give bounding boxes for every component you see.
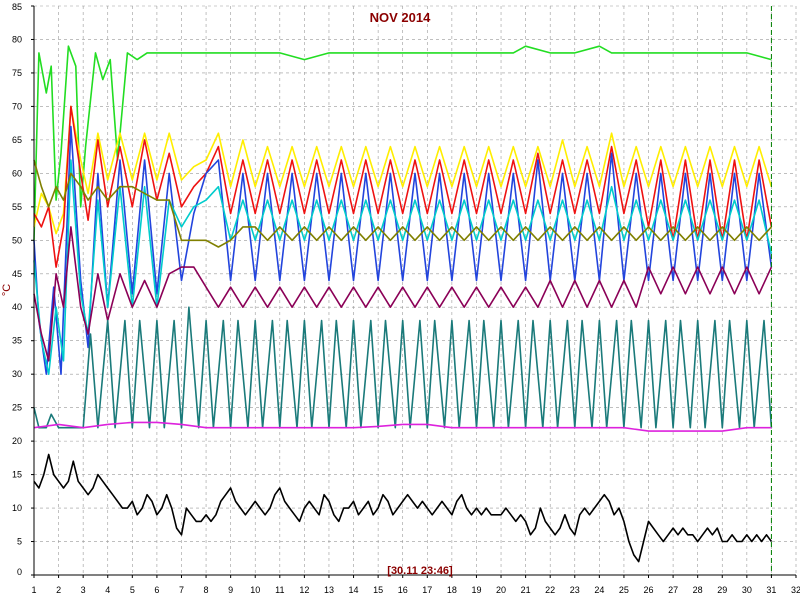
y-tick-label: 15	[12, 470, 22, 480]
series-line-9	[33, 453, 773, 563]
x-tick-label: 11	[275, 585, 284, 595]
series-line-7	[33, 306, 773, 429]
y-tick-label: 55	[12, 202, 22, 212]
y-tick-label: 0	[17, 567, 22, 577]
x-tick-label: 5	[130, 585, 135, 595]
x-tick-label: 21	[521, 585, 531, 595]
series-line-2	[33, 105, 773, 268]
y-tick-label: 75	[12, 68, 22, 78]
y-tick-label: 85	[12, 2, 22, 12]
y-tick-label: 20	[12, 436, 22, 446]
y-axis-label: °C	[1, 284, 13, 296]
y-tick-label: 60	[12, 168, 22, 178]
x-tick-label: 25	[619, 585, 629, 595]
x-tick-label: 23	[570, 585, 580, 595]
timestamp-label: [30.11 23:46]	[387, 565, 453, 577]
x-tick-label: 9	[228, 585, 233, 595]
x-tick-label: 2	[56, 585, 61, 595]
x-tick-label: 12	[299, 585, 309, 595]
y-tick-label: 5	[17, 537, 22, 547]
x-tick-label: 20	[496, 585, 506, 595]
x-tick-label: 14	[349, 585, 359, 595]
series-line-4	[33, 159, 773, 375]
x-tick-label: 29	[717, 585, 727, 595]
x-tick-label: 28	[693, 585, 703, 595]
chart-title: NOV 2014	[370, 10, 431, 25]
x-tick-label: 18	[447, 585, 457, 595]
x-tick-label: 3	[81, 585, 86, 595]
x-tick-label: 16	[398, 585, 408, 595]
y-tick-label: 10	[12, 503, 22, 513]
y-tick-label: 80	[12, 34, 22, 44]
x-tick-label: 10	[250, 585, 260, 595]
x-tick-label: 13	[324, 585, 334, 595]
x-tick-label: 6	[154, 585, 159, 595]
x-tick-label: 30	[742, 585, 752, 595]
x-tick-label: 32	[791, 585, 800, 595]
x-tick-label: 24	[594, 585, 604, 595]
y-tick-label: 65	[12, 135, 22, 145]
x-tick-label: 17	[422, 585, 432, 595]
y-tick-label: 25	[12, 403, 22, 413]
x-tick-label: 4	[105, 585, 110, 595]
series-line-1	[33, 105, 773, 235]
y-tick-label: 40	[12, 302, 22, 312]
x-tick-label: 19	[471, 585, 481, 595]
x-tick-label: 26	[644, 585, 654, 595]
series-line-3	[33, 125, 773, 375]
x-tick-label: 1	[31, 585, 36, 595]
y-tick-label: 45	[12, 269, 22, 279]
x-tick-label: 22	[545, 585, 555, 595]
y-tick-label: 70	[12, 101, 22, 111]
series-line-5	[33, 159, 772, 248]
series-layer	[33, 6, 773, 575]
series-line-6	[33, 226, 773, 362]
x-tick-label: 15	[373, 585, 383, 595]
series-line-8	[33, 421, 772, 432]
y-tick-label: 50	[12, 235, 22, 245]
y-tick-label: 30	[12, 369, 22, 379]
x-tick-label: 8	[204, 585, 209, 595]
y-tick-label: 35	[12, 336, 22, 346]
series-line-0	[33, 45, 772, 241]
x-tick-label: 27	[668, 585, 678, 595]
x-tick-label: 7	[179, 585, 184, 595]
x-tick-label: 31	[766, 585, 776, 595]
